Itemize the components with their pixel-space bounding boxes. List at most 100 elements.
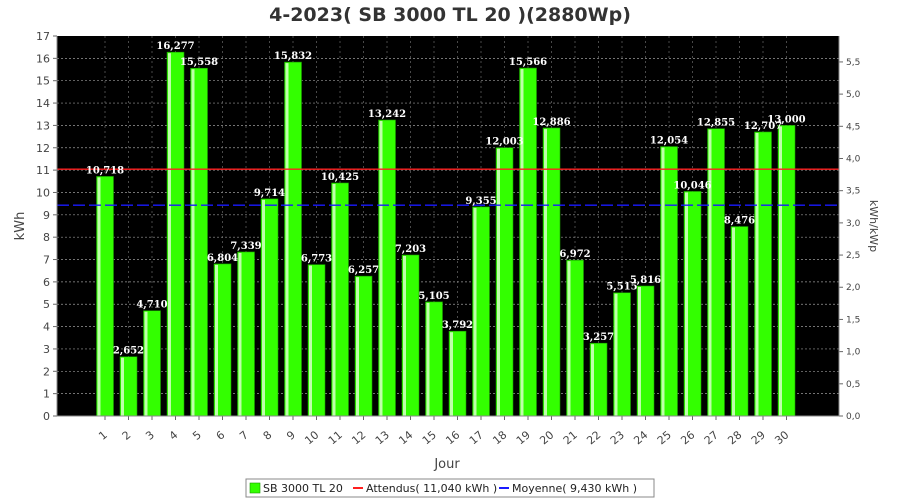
x-tick-label: 25 xyxy=(655,428,674,447)
y-tick-label: 3 xyxy=(43,343,50,356)
x-tick-label: 12 xyxy=(349,428,368,447)
bar-highlight xyxy=(356,277,359,416)
bar-highlight xyxy=(614,293,618,416)
x-tick-label: 26 xyxy=(678,428,697,447)
bar-highlight xyxy=(638,286,641,416)
x-tick-label: 2 xyxy=(120,428,134,442)
data-label: 10,718 xyxy=(86,165,124,176)
bar-highlight xyxy=(238,252,242,416)
legend-entry-label: Attendus( 11,040 kWh ) xyxy=(366,482,497,495)
bar-highlight xyxy=(520,69,524,417)
legend-entry-label: Moyenne( 9,430 kWh ) xyxy=(512,482,637,495)
x-tick-label: 1 xyxy=(96,428,110,442)
y2-tick-label: 1,5 xyxy=(846,315,860,325)
bar-highlight xyxy=(426,302,430,416)
legend: SB 3000 TL 20 Attendus( 11,040 kWh ) Moyen… xyxy=(245,478,655,498)
y-tick-label: 14 xyxy=(36,97,50,110)
x-tick-label: 8 xyxy=(261,428,275,442)
bar-highlight xyxy=(215,264,218,416)
bar-highlight xyxy=(379,121,383,416)
x-tick-label: 21 xyxy=(561,428,580,447)
y-tick-label: 6 xyxy=(43,276,50,289)
y2-tick-label: 2,0 xyxy=(846,283,861,293)
x-tick-label: 11 xyxy=(326,428,345,447)
y-tick-label: 10 xyxy=(36,186,50,199)
legend-box xyxy=(245,478,655,498)
data-label: 2,652 xyxy=(113,346,144,357)
bar-highlight xyxy=(262,199,265,416)
data-label: 15,558 xyxy=(180,57,218,68)
chart-title: 4-2023( SB 3000 TL 20 )(2880Wp) xyxy=(269,4,631,26)
bar-highlight xyxy=(309,265,312,416)
data-label: 9,714 xyxy=(254,188,285,199)
data-label: 10,425 xyxy=(321,172,359,183)
x-tick-label: 18 xyxy=(490,428,509,447)
data-label: 5,515 xyxy=(606,282,637,293)
data-label: 9,355 xyxy=(465,196,496,207)
y2-tick-label: 0,5 xyxy=(846,380,860,390)
x-tick-label: 5 xyxy=(190,428,204,442)
x-tick-label: 20 xyxy=(537,428,556,447)
data-label: 7,339 xyxy=(230,241,261,252)
y2-tick-label: 0,0 xyxy=(846,412,861,422)
data-label: 6,773 xyxy=(301,254,332,265)
legend-entry-label: SB 3000 TL 20 xyxy=(263,482,343,495)
data-label: 4,710 xyxy=(136,300,167,311)
x-tick-label: 29 xyxy=(749,428,768,447)
data-label: 12,054 xyxy=(650,136,688,147)
y-tick-label: 9 xyxy=(43,209,50,222)
x-tick-label: 23 xyxy=(608,428,627,447)
x-tick-label: 13 xyxy=(373,428,392,447)
x-tick-label: 14 xyxy=(396,428,415,447)
data-label: 12,886 xyxy=(532,117,570,128)
bar-highlight xyxy=(779,126,782,416)
bar-highlight xyxy=(755,132,759,416)
x-tick-label: 7 xyxy=(237,428,251,442)
bar-highlight xyxy=(168,53,171,417)
y-tick-label: 11 xyxy=(36,164,50,177)
y-axis-label: kWh xyxy=(13,212,28,241)
data-label: 15,832 xyxy=(274,51,312,62)
x-tick-label: 10 xyxy=(302,428,321,447)
data-label: 3,792 xyxy=(442,320,473,331)
bar-highlight xyxy=(544,128,547,416)
y-tick-label: 5 xyxy=(43,298,50,311)
y-tick-label: 1 xyxy=(43,388,50,401)
data-label: 6,972 xyxy=(559,249,590,260)
x-tick-label: 30 xyxy=(772,428,791,447)
y-tick-label: 2 xyxy=(43,365,50,378)
data-label: 13,242 xyxy=(368,109,406,120)
reference-lines xyxy=(57,168,839,206)
y-tick-label: 12 xyxy=(36,142,50,155)
bar-highlight xyxy=(661,147,665,416)
y-tick-label: 16 xyxy=(36,52,50,65)
y-tick-label: 7 xyxy=(43,254,50,267)
bar-highlight xyxy=(497,148,500,417)
bar-highlight xyxy=(121,357,124,416)
x-tick-label: 6 xyxy=(214,428,228,442)
bar-highlight xyxy=(191,69,195,416)
bar-highlight xyxy=(97,177,101,416)
bar-highlight xyxy=(403,255,406,416)
y2-tick-label: 3,0 xyxy=(846,219,861,229)
x-tick-label: 17 xyxy=(467,428,486,447)
y2-axis-label: kWh/kWp xyxy=(867,200,880,252)
y-tick-label: 4 xyxy=(43,321,50,334)
bars-group xyxy=(96,51,796,417)
y-tick-label: 13 xyxy=(36,119,50,132)
x-tick-label: 24 xyxy=(631,428,650,447)
bar-highlight xyxy=(332,183,336,416)
data-label: 6,804 xyxy=(207,253,238,264)
data-label: 5,105 xyxy=(418,291,449,302)
y-tick-label: 17 xyxy=(36,30,50,43)
data-label: 12,855 xyxy=(697,118,735,129)
x-tick-label: 22 xyxy=(584,428,603,447)
data-label: 15,566 xyxy=(509,57,547,68)
y2-tick-label: 1,0 xyxy=(846,348,861,358)
data-label: 12,707 xyxy=(744,121,782,132)
x-tick-label: 9 xyxy=(284,428,298,442)
bar-highlight xyxy=(473,207,477,416)
bar-highlight xyxy=(732,227,735,416)
x-axis-label: Jour xyxy=(433,457,460,472)
